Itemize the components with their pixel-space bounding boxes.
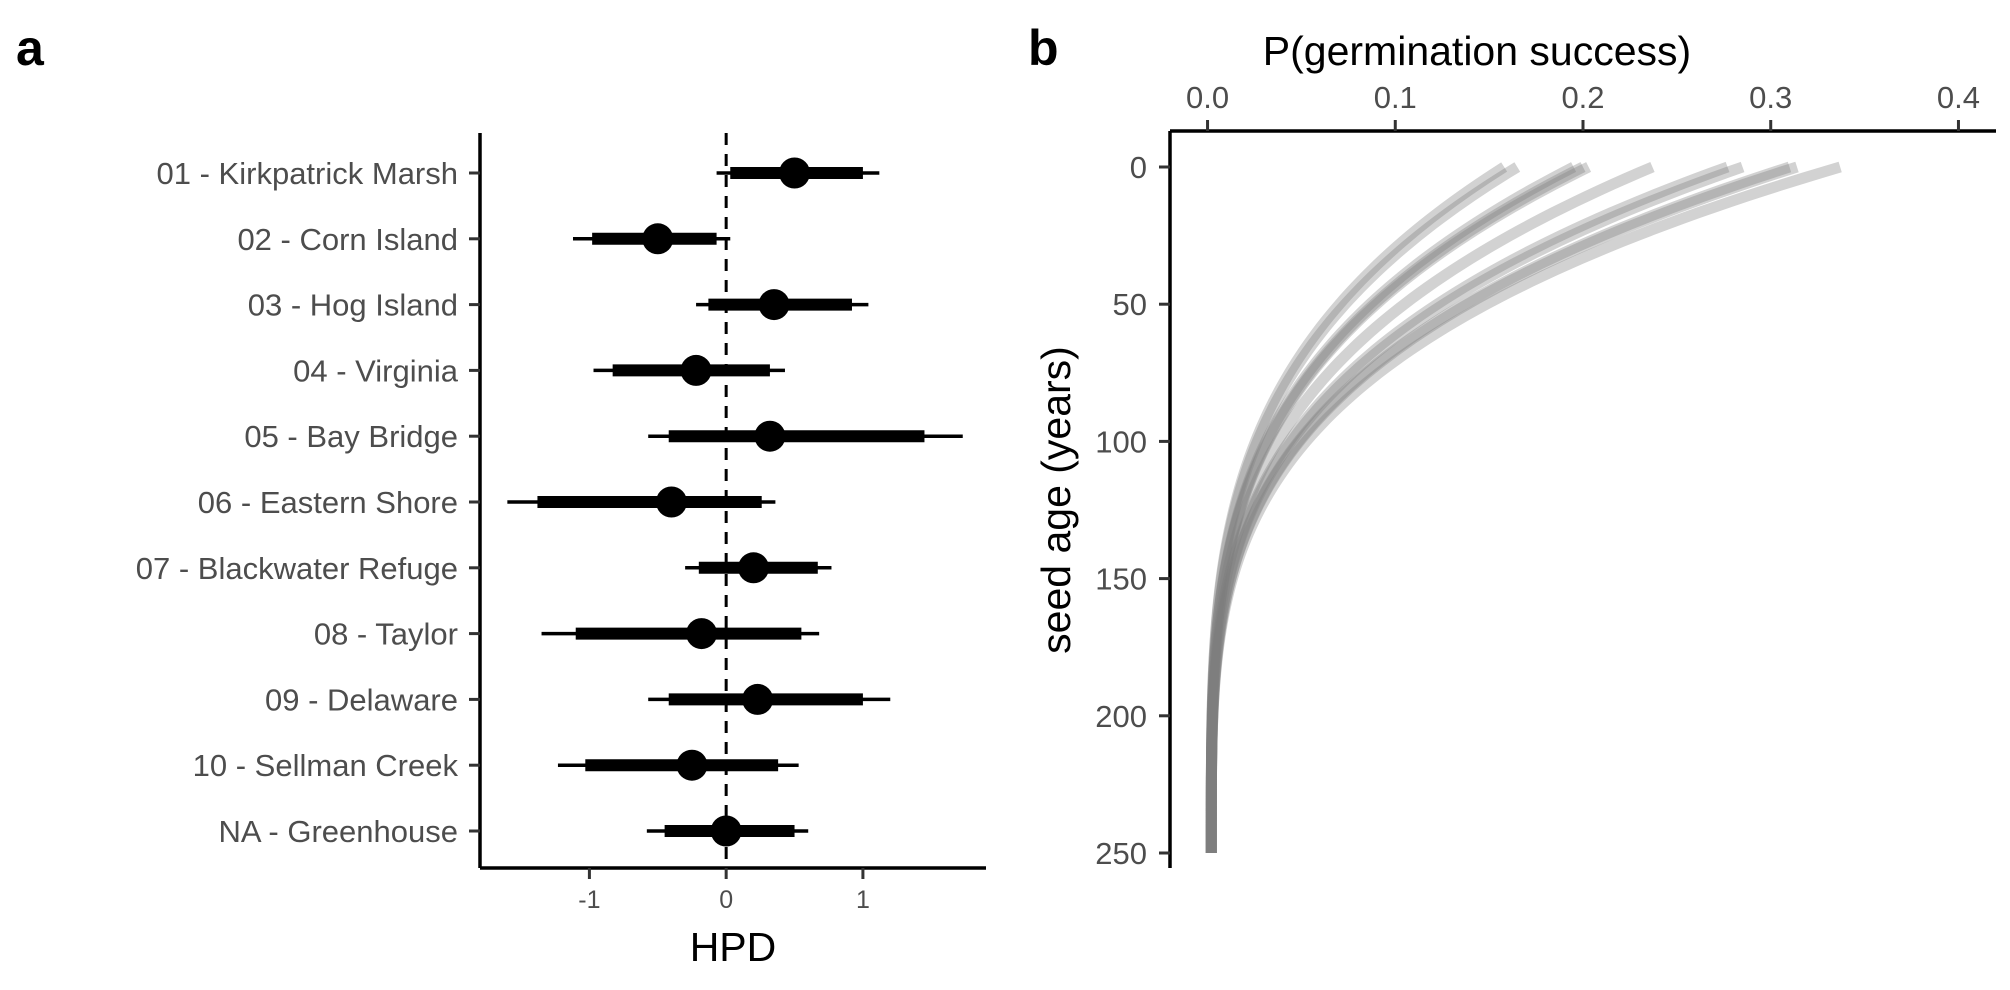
panel-b-label: b <box>1028 20 1059 76</box>
estimate-point <box>742 683 774 715</box>
panel-b-y-tick-label: 200 <box>1095 699 1147 734</box>
series-line <box>1205 161 1745 853</box>
category-label: 07 - Blackwater Refuge <box>136 551 458 586</box>
category-label: 08 - Taylor <box>314 617 458 652</box>
series-line <box>1205 162 1521 853</box>
estimate-point <box>686 618 718 650</box>
series-line <box>1205 162 1586 853</box>
series-line <box>1205 161 1792 853</box>
category-label: 05 - Bay Bridge <box>244 419 458 454</box>
panel-b-plot: 0.0 0.1 0.2 0.3 0.4 0 50 100 150 200 250 P(germin… <box>1033 28 1996 871</box>
panel-b-x-tick-label: 0.0 <box>1186 80 1229 115</box>
estimate-point <box>754 420 786 452</box>
estimate-point <box>655 486 687 518</box>
estimate-point <box>680 354 712 386</box>
panel-b-y-tick-label: 250 <box>1095 836 1147 871</box>
panel-a-x-tick-label: 0 <box>719 886 733 914</box>
series-line <box>1205 162 1592 853</box>
estimate-point <box>642 223 674 255</box>
panel-a-x-axis-title: HPD <box>690 924 777 970</box>
estimate-point <box>676 749 708 781</box>
panel-a-plot: -1 0 1 01 - Kirkpatrick Marsh 02 - Corn Isl… <box>136 133 986 970</box>
panel-b-y-tick-label: 100 <box>1095 424 1147 459</box>
category-label: 06 - Eastern Shore <box>198 485 458 520</box>
series-line <box>1205 161 1730 853</box>
panel-b-x-axis-title: P(germination success) <box>1263 28 1691 74</box>
panel-b-y-tick-label: 50 <box>1113 287 1147 322</box>
series-line <box>1205 162 1577 853</box>
series-line <box>1205 161 1655 853</box>
category-label: 01 - Kirkpatrick Marsh <box>157 156 458 191</box>
series-line <box>1205 162 1508 853</box>
panel-b-y-axis-title: seed age (years) <box>1033 346 1079 654</box>
panel-b-x-tick-label: 0.1 <box>1374 80 1417 115</box>
category-label: NA - Greenhouse <box>218 814 458 849</box>
series-line <box>1205 161 1842 853</box>
panel-b-y-tick-label: 0 <box>1130 150 1147 185</box>
estimate-point <box>710 815 742 847</box>
panel-b-x-tick-label: 0.3 <box>1749 80 1792 115</box>
category-label: 02 - Corn Island <box>237 222 458 257</box>
category-label: 04 - Virginia <box>293 353 459 388</box>
panel-b-x-tick-label: 0.2 <box>1561 80 1604 115</box>
series-line <box>1205 161 1799 853</box>
estimate-point <box>758 289 790 321</box>
panel-b-x-tick-label: 0.4 <box>1937 80 1980 115</box>
category-label: 10 - Sellman Creek <box>193 748 459 783</box>
estimate-point <box>779 157 811 189</box>
estimate-point <box>738 552 770 584</box>
panel-a-x-tick-label: 1 <box>856 886 870 914</box>
panel-a-label: a <box>16 20 45 76</box>
panel-a-x-tick-label: -1 <box>578 886 600 914</box>
panel-b-y-tick-label: 150 <box>1095 562 1147 597</box>
category-label: 03 - Hog Island <box>248 288 458 323</box>
category-label: 09 - Delaware <box>265 682 458 717</box>
